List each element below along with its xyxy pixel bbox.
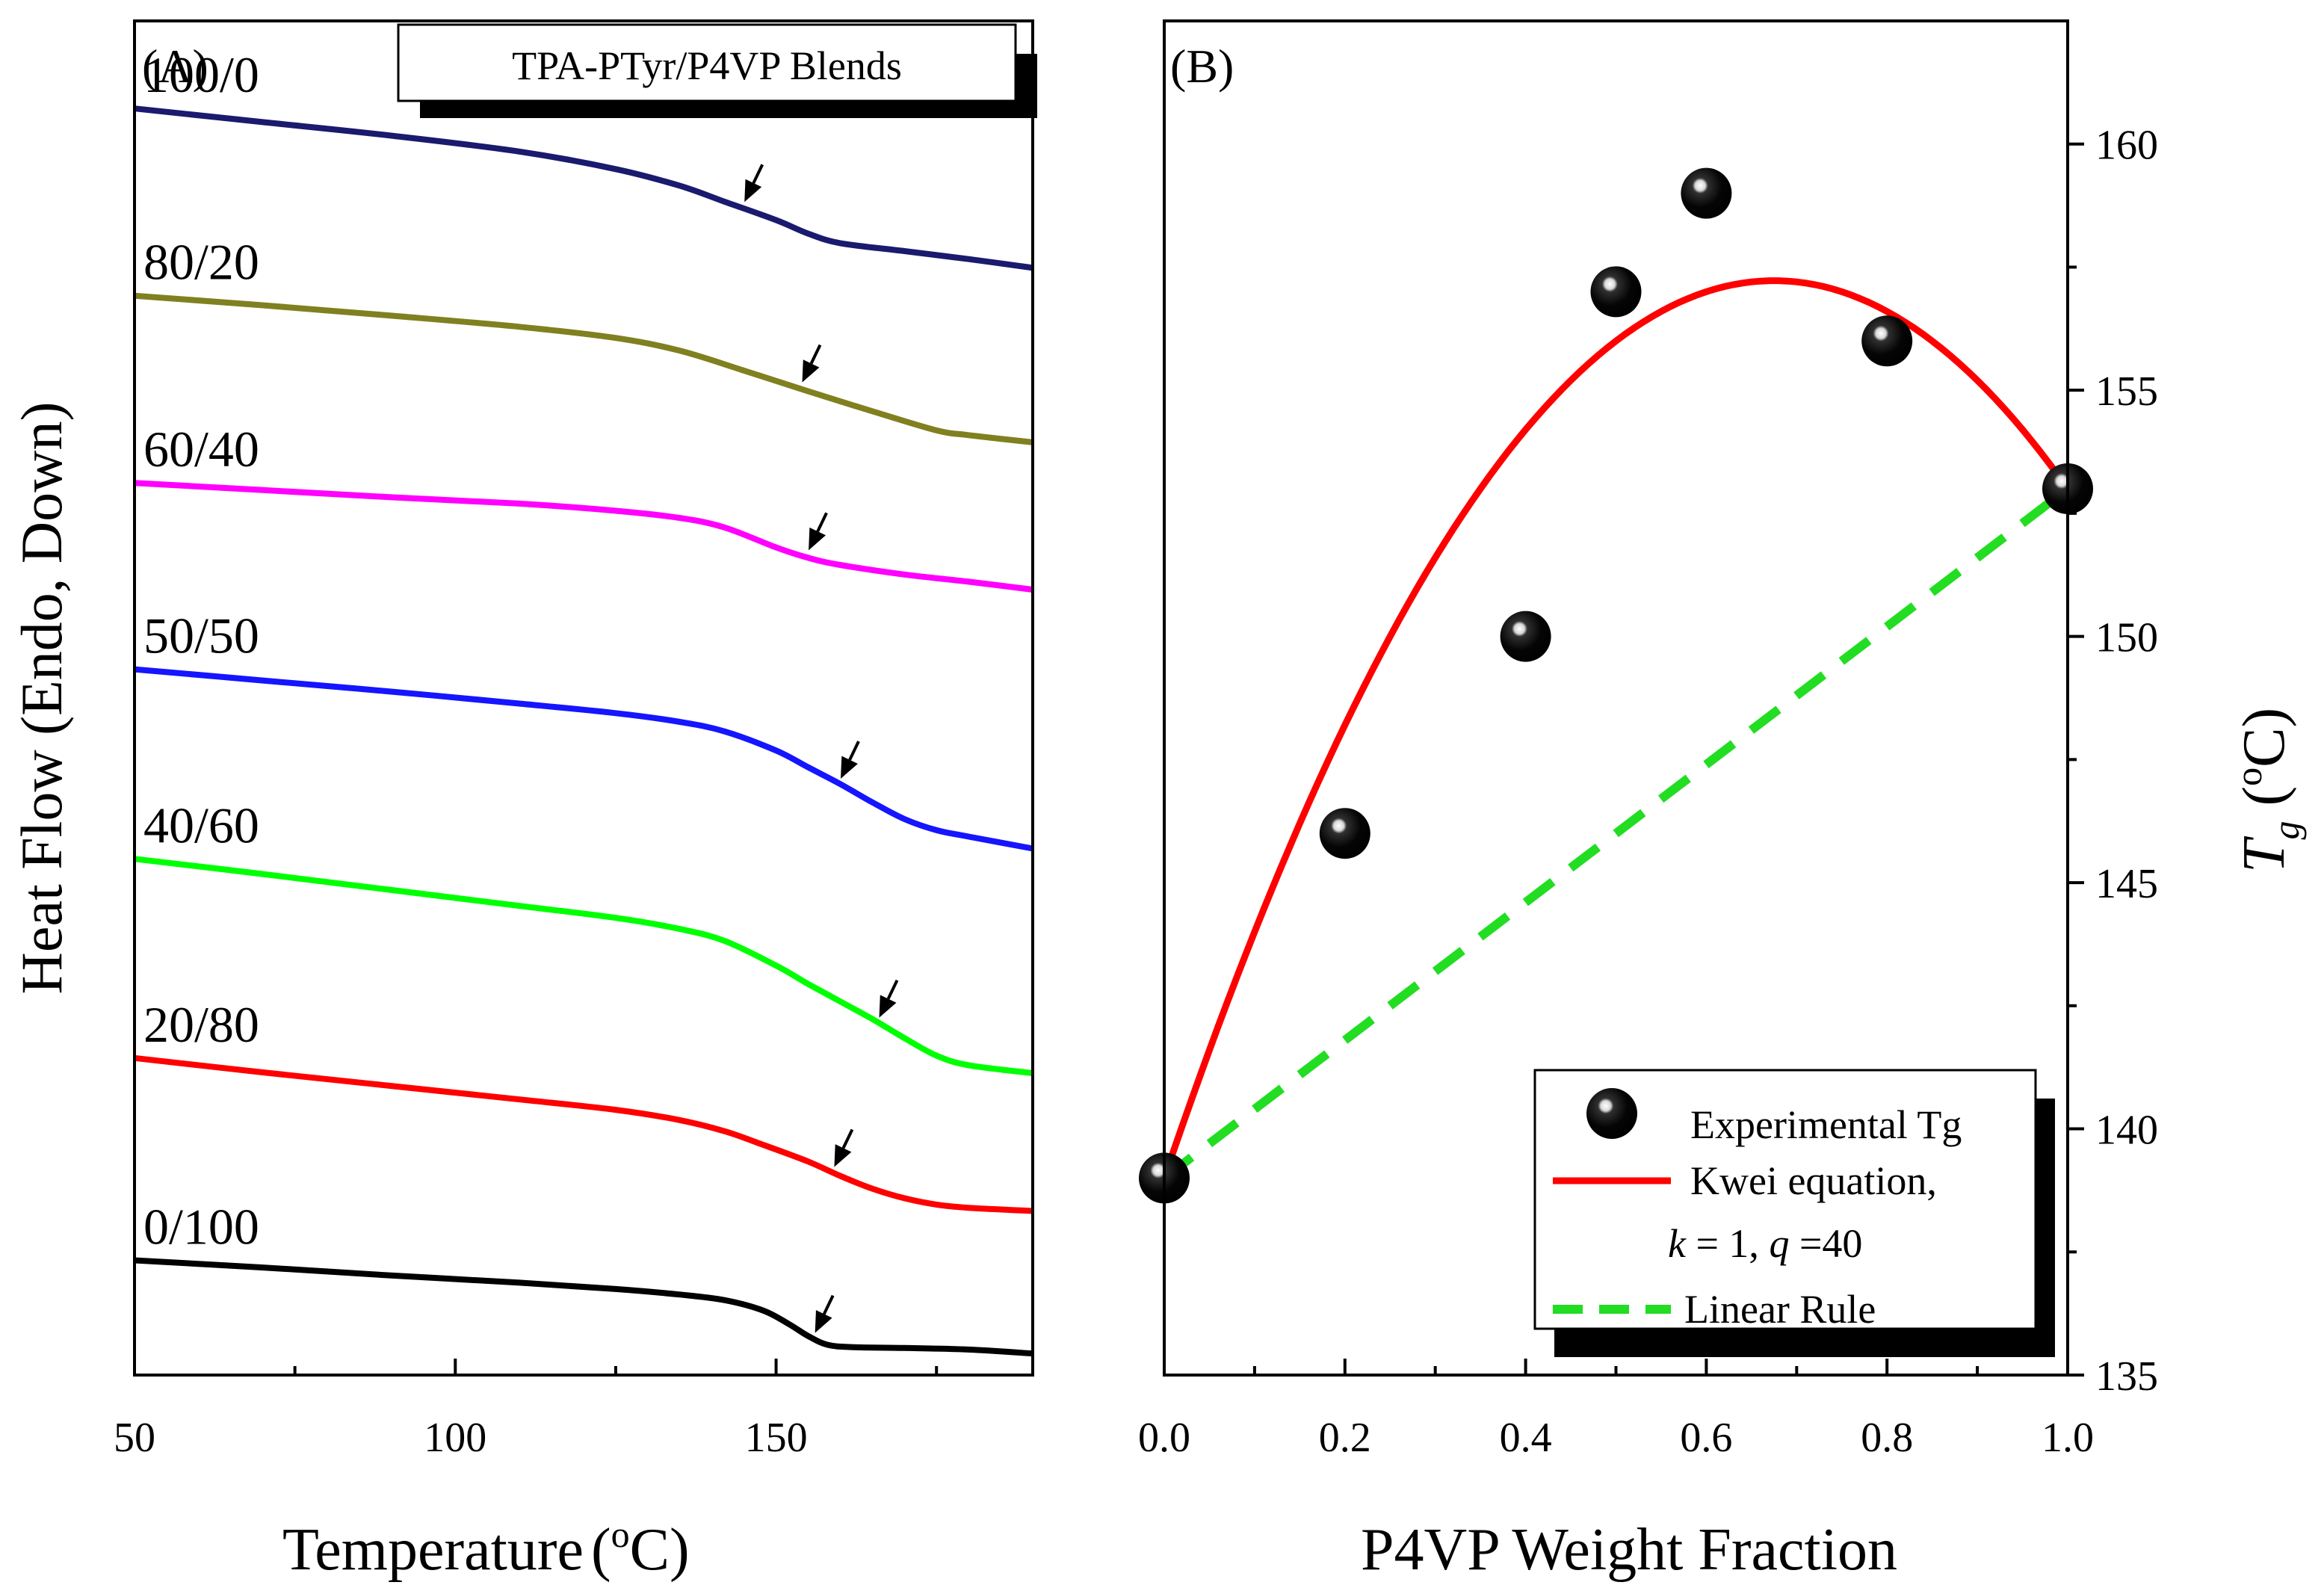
legend-sphere <box>1586 1088 1637 1139</box>
panel-a-x-axis-unit: (oC) <box>591 1513 690 1583</box>
y-tick-label: 135 <box>2095 1353 2158 1400</box>
experimental-point <box>1500 611 1551 662</box>
panel-b-y-axis-title: Tg (oC) <box>2228 708 2307 873</box>
dsc-curve-5 <box>134 1054 1033 1214</box>
dsc-curve-3 <box>134 666 1033 852</box>
experimental-point <box>1319 808 1370 859</box>
x-tick-label: 150 <box>745 1415 808 1461</box>
blend-label-3: 50/50 <box>143 608 259 664</box>
x-tick-label: 1.0 <box>2042 1415 2094 1461</box>
experimental-point <box>1590 266 1642 318</box>
blend-label-4: 40/60 <box>143 797 259 853</box>
dsc-curve-6 <box>134 1257 1033 1357</box>
tg-arrow-3 <box>841 741 860 779</box>
tg-arrow-6 <box>815 1294 835 1333</box>
tg-arrow-5 <box>834 1128 854 1167</box>
x-tick-label: 0.0 <box>1138 1415 1190 1461</box>
title-box-frame <box>397 23 1017 102</box>
experimental-point <box>1681 167 1732 219</box>
panel-a-title: TPA-PTyr/P4VP Blends <box>512 43 902 88</box>
x-tick-label: 50 <box>114 1415 155 1461</box>
panel-b-label: (B) <box>1170 40 1234 93</box>
panel-a-frame <box>133 19 1034 1377</box>
blend-ratio-labels: 100/0 80/20 60/40 50/50 40/60 20/80 0/100 <box>143 46 259 1255</box>
y-tick-label: 155 <box>2095 368 2158 415</box>
legend: Experimental Tg Kwei equation, k = 1, q … <box>1533 1069 2055 1357</box>
tg-arrows <box>744 164 899 1333</box>
blend-label-2: 60/40 <box>143 421 259 478</box>
x-tick-label: 0.2 <box>1319 1415 1371 1461</box>
experimental-point <box>1861 315 1913 367</box>
panel-a-y-axis-title: Heat Flow (Endo, Down) <box>9 402 74 995</box>
panel-a-dsc-chart: 50 100 150 (A) TPA-PTyr/P4VP Blends 100/0 8… <box>9 19 1037 1583</box>
dsc-curve-2 <box>134 480 1033 593</box>
blend-label-1: 80/20 <box>143 234 259 291</box>
legend-kwei-label: Kwei equation, <box>1690 1158 1937 1203</box>
dsc-curve-0 <box>134 105 1033 271</box>
dsc-curves <box>134 105 1033 1357</box>
x-tick-label: 100 <box>424 1415 486 1461</box>
panel-a-x-ticks: 50 100 150 <box>114 1359 939 1461</box>
blend-label-6: 0/100 <box>143 1199 259 1255</box>
linear-rule-line <box>1161 485 2071 1182</box>
dsc-curve-4 <box>134 856 1033 1076</box>
experimental-tg-points <box>1139 167 2093 1204</box>
legend-experimental-symbol <box>1586 1088 1637 1139</box>
x-tick-label: 0.6 <box>1680 1415 1732 1461</box>
y-tick-label: 145 <box>2095 861 2158 907</box>
panel-a-label: (A) <box>142 40 208 93</box>
tg-arrow-1 <box>802 344 822 383</box>
tg-arrow-2 <box>809 512 828 551</box>
y-tick-label: 140 <box>2095 1108 2158 1154</box>
legend-linear-label: Linear Rule <box>1684 1287 1876 1332</box>
blend-label-0: 100/0 <box>143 46 259 103</box>
y-tick-label: 150 <box>2095 615 2158 661</box>
kwei-equation-curve <box>1161 277 2071 1179</box>
x-tick-label: 0.8 <box>1861 1415 1913 1461</box>
blend-label-5: 20/80 <box>143 996 259 1053</box>
dsc-curve-1 <box>134 292 1033 445</box>
legend-kwei-params: k = 1, q =40 <box>1668 1221 1862 1266</box>
tg-arrow-4 <box>879 979 899 1018</box>
tg-arrow-0 <box>744 164 764 203</box>
panel-a-x-axis-title: Temperature <box>282 1517 584 1583</box>
legend-experimental-label: Experimental Tg <box>1690 1102 1962 1147</box>
y-tick-label: 160 <box>2095 123 2158 169</box>
panel-b-x-axis-title: P4VP Weight Fraction <box>1361 1517 1897 1583</box>
panel-a-title-box: TPA-PTyr/P4VP Blends <box>397 23 1037 118</box>
x-tick-label: 0.4 <box>1500 1415 1552 1461</box>
